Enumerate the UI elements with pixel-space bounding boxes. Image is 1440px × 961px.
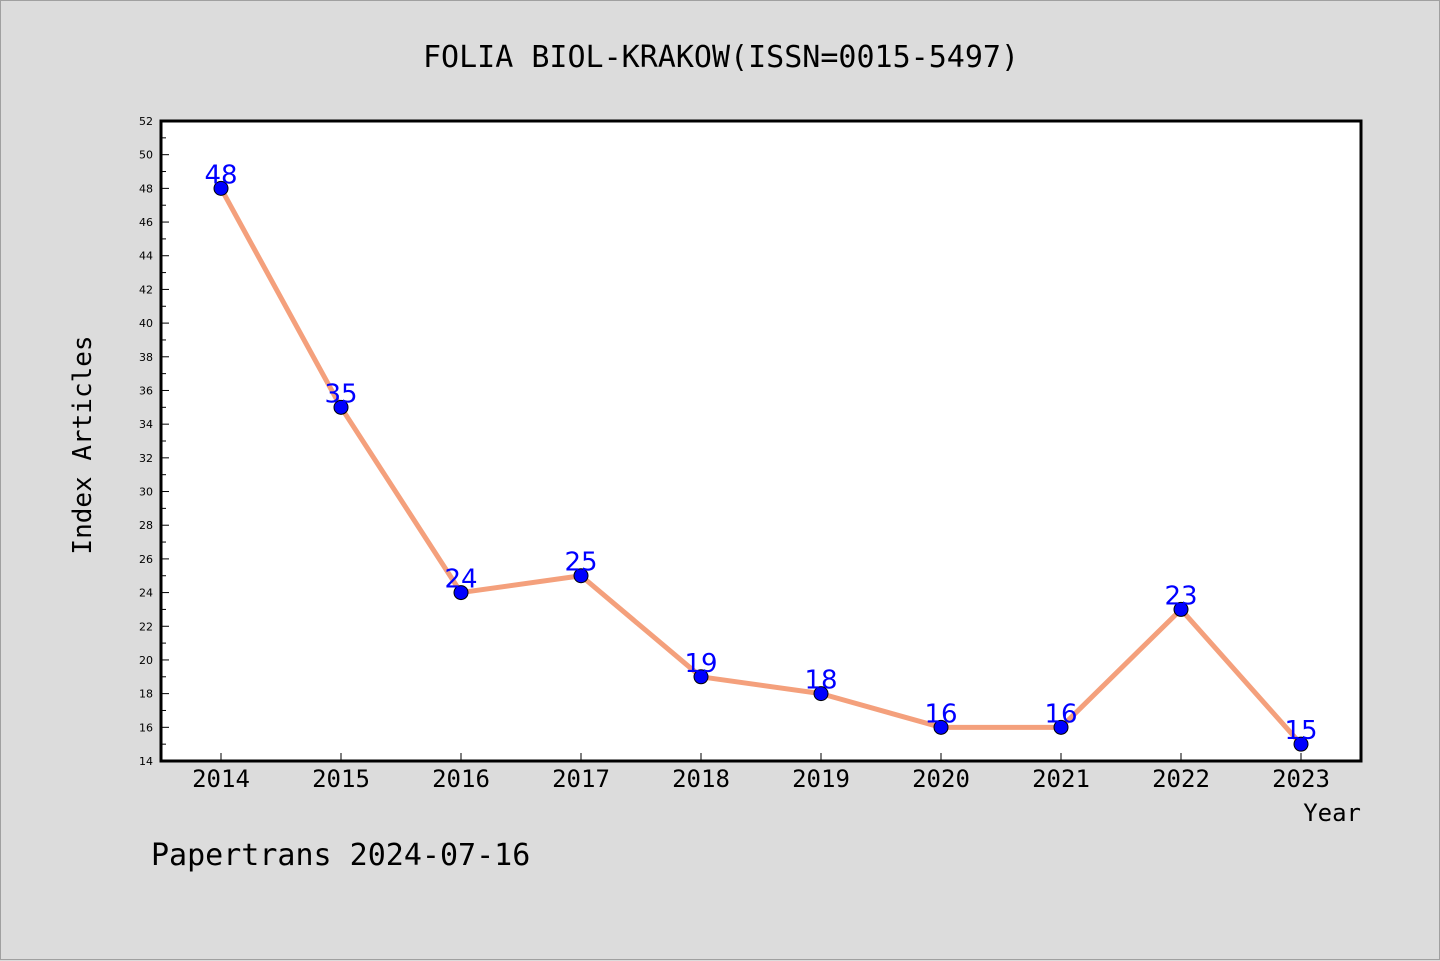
y-tick-label: 38: [139, 351, 153, 364]
y-tick-label: 48: [139, 182, 153, 195]
x-tick-label: 2015: [312, 765, 370, 793]
y-tick-label: 46: [139, 216, 153, 229]
data-point: [1293, 736, 1309, 752]
y-tick-label: 20: [139, 654, 153, 667]
x-tick-label: 2022: [1152, 765, 1210, 793]
x-axis-ticks: 2014 2015 2016 2017 2018 2019 2020 2021 2022 2023: [192, 753, 1330, 793]
x-tick-label: 2014: [192, 765, 250, 793]
data-point: [693, 669, 709, 685]
footer-credit: Papertrans 2024-07-16: [151, 838, 530, 873]
data-label: 16: [924, 699, 957, 729]
y-tick-label: 50: [139, 149, 153, 162]
y-axis-ticks: 14 16 18 20 22 24 26 28 30 32 34 36 38 40 42 44 46 48 50 52: [139, 115, 169, 768]
y-tick-label: 52: [139, 115, 153, 128]
y-tick-label: 42: [139, 283, 153, 296]
chart-title: FOLIA BIOL-KRAKOW(ISSN=0015-5497): [423, 40, 1019, 75]
data-point: [813, 686, 829, 702]
y-tick-label: 16: [139, 721, 153, 734]
series-layer: 48 35 24 25 19 18 16 16 23 15: [204, 160, 1318, 752]
y-tick-label: 32: [139, 452, 153, 465]
x-tick-label: 2021: [1032, 765, 1090, 793]
data-label: 18: [804, 666, 837, 696]
data-point: [213, 180, 229, 196]
data-label: 16: [1044, 699, 1077, 729]
data-label: 48: [204, 160, 237, 190]
data-label: 19: [684, 649, 717, 679]
y-axis-label: Index Articles: [68, 335, 98, 554]
data-point: [933, 719, 949, 735]
x-tick-label: 2020: [912, 765, 970, 793]
x-tick-label: 2023: [1272, 765, 1330, 793]
plot-border: [159, 119, 1363, 763]
y-tick-label: 24: [139, 587, 153, 600]
data-point: [1053, 719, 1069, 735]
x-tick-label: 2018: [672, 765, 730, 793]
series-line: [218, 185, 1304, 747]
data-label: 24: [444, 565, 477, 595]
x-tick-label: 2017: [552, 765, 610, 793]
data-point: [573, 568, 589, 584]
plot-area: [161, 121, 1361, 761]
y-tick-label: 30: [139, 486, 153, 499]
data-point: [333, 399, 349, 415]
data-point: [453, 585, 469, 601]
data-label: 35: [324, 379, 357, 409]
y-tick-label: 18: [139, 688, 153, 701]
x-tick-label: 2016: [432, 765, 490, 793]
y-tick-label: 40: [139, 317, 153, 330]
data-label: 25: [564, 548, 597, 578]
y-tick-label: 22: [139, 620, 153, 633]
data-point: [1173, 601, 1189, 617]
y-tick-label: 28: [139, 519, 153, 532]
y-tick-label: 14: [139, 755, 153, 768]
y-tick-label: 44: [139, 250, 153, 263]
y-tick-label: 34: [139, 418, 153, 431]
x-tick-label: 2019: [792, 765, 850, 793]
x-axis-label: Year: [1303, 799, 1361, 827]
data-label: 15: [1284, 716, 1317, 746]
y-tick-label: 26: [139, 553, 153, 566]
data-label: 23: [1164, 581, 1197, 611]
y-tick-label: 36: [139, 384, 153, 397]
